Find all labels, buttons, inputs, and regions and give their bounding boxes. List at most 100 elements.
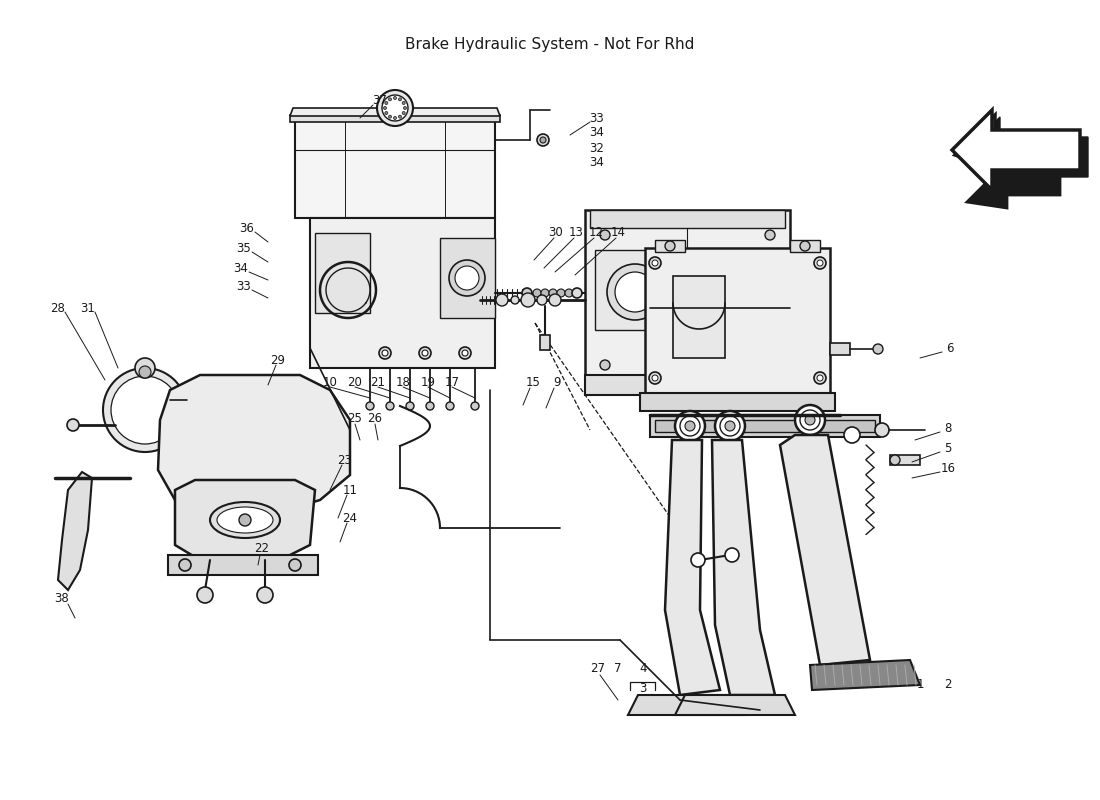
Circle shape: [379, 347, 390, 359]
Circle shape: [805, 415, 815, 425]
Text: 5: 5: [944, 442, 952, 454]
Circle shape: [385, 111, 388, 114]
Polygon shape: [628, 695, 745, 715]
Circle shape: [449, 260, 485, 296]
Circle shape: [747, 274, 783, 310]
Polygon shape: [58, 472, 92, 590]
Circle shape: [725, 421, 735, 431]
Polygon shape: [780, 435, 870, 665]
Text: 29: 29: [271, 354, 286, 366]
Circle shape: [512, 296, 519, 304]
Circle shape: [652, 260, 658, 266]
Bar: [315, 233, 370, 313]
Polygon shape: [666, 440, 720, 695]
Circle shape: [549, 289, 557, 297]
Bar: [540, 335, 550, 350]
Bar: [440, 238, 495, 318]
Polygon shape: [810, 660, 920, 690]
Text: 17: 17: [444, 375, 460, 389]
Circle shape: [386, 402, 394, 410]
Circle shape: [446, 402, 454, 410]
Circle shape: [257, 587, 273, 603]
Circle shape: [557, 289, 565, 297]
Circle shape: [496, 294, 508, 306]
Circle shape: [462, 350, 468, 356]
Text: 13: 13: [569, 226, 583, 238]
Circle shape: [179, 559, 191, 571]
Text: 31: 31: [80, 302, 96, 314]
Circle shape: [419, 347, 431, 359]
Circle shape: [817, 260, 823, 266]
Ellipse shape: [217, 507, 273, 533]
Bar: [650, 415, 880, 437]
Circle shape: [874, 423, 889, 437]
Circle shape: [800, 241, 810, 251]
Circle shape: [720, 416, 740, 436]
Circle shape: [404, 106, 407, 110]
Circle shape: [817, 375, 823, 381]
Circle shape: [680, 416, 700, 436]
Circle shape: [730, 396, 744, 410]
Circle shape: [795, 405, 825, 435]
Circle shape: [111, 376, 179, 444]
Circle shape: [534, 289, 541, 297]
Polygon shape: [955, 115, 1048, 168]
Text: 28: 28: [51, 302, 65, 314]
Circle shape: [615, 272, 654, 312]
Text: 36: 36: [240, 222, 254, 234]
Text: 24: 24: [342, 511, 358, 525]
Circle shape: [715, 411, 745, 441]
Text: 3: 3: [639, 682, 647, 694]
Bar: [590, 210, 785, 228]
Circle shape: [649, 372, 661, 384]
Bar: [585, 375, 790, 395]
Polygon shape: [158, 375, 350, 515]
Circle shape: [800, 410, 820, 430]
Circle shape: [403, 111, 405, 114]
Text: 1: 1: [916, 678, 924, 691]
Text: 32: 32: [590, 142, 604, 154]
Circle shape: [139, 366, 151, 378]
Circle shape: [394, 97, 396, 99]
Circle shape: [388, 115, 392, 118]
Bar: [790, 240, 820, 252]
Text: 34: 34: [233, 262, 249, 274]
Circle shape: [103, 368, 187, 452]
Polygon shape: [960, 117, 1088, 197]
Circle shape: [873, 344, 883, 354]
Circle shape: [607, 264, 663, 320]
Polygon shape: [675, 695, 795, 715]
Circle shape: [426, 402, 434, 410]
Circle shape: [385, 102, 388, 105]
Text: 26: 26: [367, 411, 383, 425]
Circle shape: [537, 295, 547, 305]
Circle shape: [384, 106, 386, 110]
Circle shape: [394, 117, 396, 119]
Text: 16: 16: [940, 462, 956, 474]
Text: 19: 19: [420, 375, 436, 389]
Text: 6: 6: [946, 342, 954, 354]
Bar: [830, 343, 850, 355]
Circle shape: [522, 288, 532, 298]
Circle shape: [422, 350, 428, 356]
Text: 4: 4: [639, 662, 647, 674]
Bar: [640, 393, 835, 411]
Circle shape: [289, 559, 301, 571]
Circle shape: [398, 115, 402, 118]
Bar: [605, 287, 617, 299]
Text: 22: 22: [254, 542, 270, 554]
Text: 34: 34: [590, 157, 604, 170]
Circle shape: [540, 137, 546, 143]
Bar: [595, 250, 654, 330]
Text: 11: 11: [342, 483, 358, 497]
Circle shape: [600, 360, 610, 370]
Circle shape: [814, 372, 826, 384]
Circle shape: [565, 289, 573, 297]
Text: 38: 38: [55, 591, 69, 605]
Text: 10: 10: [322, 375, 338, 389]
Circle shape: [764, 230, 776, 240]
Circle shape: [537, 134, 549, 146]
Text: 34: 34: [590, 126, 604, 139]
Text: 15: 15: [526, 375, 540, 389]
Circle shape: [135, 358, 155, 378]
